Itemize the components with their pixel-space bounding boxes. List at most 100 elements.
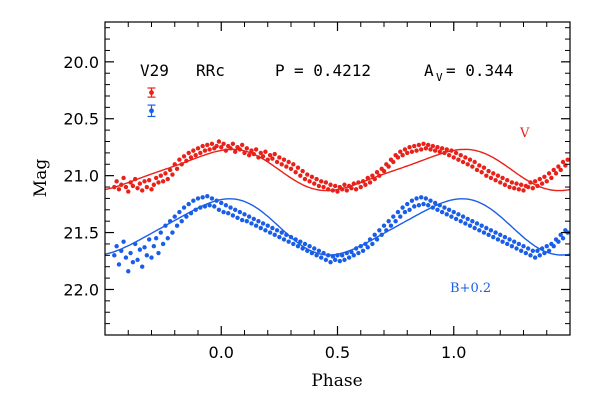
b-band-point bbox=[184, 214, 189, 219]
v-band-point bbox=[193, 152, 198, 158]
v-band-point bbox=[530, 185, 535, 191]
b-band-point bbox=[507, 237, 512, 242]
amplitude-label: A bbox=[424, 61, 434, 80]
b-band-point bbox=[219, 200, 224, 206]
v-band-point bbox=[558, 167, 563, 173]
b-band-point bbox=[435, 207, 440, 212]
y-axis-title: Mag bbox=[31, 159, 51, 198]
v-band-point bbox=[514, 181, 519, 186]
v-band-point bbox=[479, 170, 484, 175]
v-band-point bbox=[305, 172, 310, 177]
fit-layer bbox=[104, 148, 571, 256]
b-band-point bbox=[144, 253, 150, 258]
b-band-point bbox=[409, 198, 415, 203]
v-band-point bbox=[114, 179, 119, 184]
v-band-point bbox=[353, 187, 359, 192]
b-band-point bbox=[121, 239, 126, 244]
v-band-point bbox=[319, 179, 324, 184]
b-band-point bbox=[137, 247, 143, 252]
v-band-point bbox=[537, 176, 542, 182]
b-band-point bbox=[128, 250, 133, 256]
v-band-point bbox=[123, 184, 129, 190]
x-tick-label: 1.0 bbox=[441, 343, 466, 362]
v-band-point bbox=[146, 178, 152, 183]
v-band-point bbox=[493, 178, 498, 183]
b-band-point bbox=[267, 230, 273, 235]
b-band-point bbox=[291, 241, 296, 247]
b-band-point bbox=[393, 218, 398, 224]
b-band-point bbox=[521, 244, 526, 249]
b-band-point bbox=[123, 255, 129, 260]
b-band-point bbox=[451, 209, 456, 215]
b-band-point bbox=[260, 221, 266, 226]
v-band-point bbox=[428, 147, 433, 152]
v-band-point bbox=[314, 176, 319, 182]
v-band-point bbox=[374, 170, 380, 175]
v-band-point bbox=[149, 187, 154, 192]
b-band-point bbox=[270, 225, 275, 231]
v-band-point bbox=[453, 150, 459, 156]
b-band-point bbox=[351, 253, 356, 258]
v-band-point bbox=[502, 182, 508, 187]
period-value: = 0.4212 bbox=[294, 61, 371, 80]
v-band-point bbox=[421, 141, 426, 146]
b-band-point bbox=[253, 223, 259, 228]
v-band-point bbox=[188, 155, 194, 160]
b-band-point bbox=[233, 207, 238, 212]
b-band-point bbox=[439, 209, 445, 215]
b-band-point bbox=[221, 209, 226, 215]
b-band-point bbox=[551, 244, 556, 249]
b-band-point bbox=[319, 255, 324, 260]
v-band-point bbox=[198, 150, 203, 156]
b-band-fit-curve bbox=[104, 198, 571, 256]
v-band-point bbox=[135, 185, 140, 191]
v-band-point bbox=[209, 141, 215, 146]
b-band-point bbox=[416, 203, 422, 208]
b-band-point bbox=[142, 245, 147, 250]
v-band-point bbox=[126, 189, 131, 194]
b-band-point bbox=[337, 258, 343, 264]
b-band-point bbox=[412, 204, 417, 209]
b-band-point bbox=[316, 248, 322, 253]
v-band-point bbox=[460, 159, 466, 165]
b-band-point bbox=[360, 248, 366, 253]
v-band-point bbox=[233, 149, 238, 154]
v-band-point bbox=[488, 175, 494, 181]
b-band-point bbox=[126, 269, 131, 274]
v-band-point bbox=[174, 166, 180, 172]
b-band-point bbox=[258, 225, 263, 231]
v-band-point bbox=[332, 183, 338, 189]
y-tick-label: 22.0 bbox=[63, 280, 99, 299]
v-band-point bbox=[230, 141, 236, 146]
v-band-point bbox=[270, 156, 275, 161]
x-axis-title: Phase bbox=[311, 371, 362, 391]
b-band-point bbox=[472, 225, 477, 231]
b-band-point bbox=[432, 200, 438, 206]
b-band-point bbox=[281, 237, 287, 242]
b-band-point bbox=[402, 209, 408, 215]
v-band-point bbox=[463, 155, 468, 160]
v-band-point bbox=[358, 184, 363, 190]
v-band-error-bar-center bbox=[149, 90, 154, 95]
v-band-point bbox=[186, 150, 191, 156]
b-band-point bbox=[446, 207, 452, 212]
v-band-point bbox=[432, 148, 438, 153]
v-band-point bbox=[465, 162, 470, 167]
v-band-point bbox=[291, 162, 296, 167]
v-band-point bbox=[274, 159, 280, 165]
v-band-point bbox=[195, 146, 201, 151]
b-band-point bbox=[528, 253, 533, 258]
b-band-point bbox=[391, 214, 396, 219]
b-band-point bbox=[425, 203, 431, 208]
b-band-point bbox=[212, 204, 217, 209]
v-band-point bbox=[130, 183, 136, 189]
v-band-point bbox=[532, 179, 538, 184]
b-band-point bbox=[226, 211, 231, 216]
b-band-point bbox=[377, 228, 382, 233]
b-band-point bbox=[395, 209, 401, 215]
v-band-point bbox=[151, 182, 157, 187]
b-band-point bbox=[130, 259, 136, 265]
b-band-point bbox=[370, 241, 375, 247]
b-band-point bbox=[388, 223, 394, 228]
v-band-point bbox=[267, 152, 273, 158]
